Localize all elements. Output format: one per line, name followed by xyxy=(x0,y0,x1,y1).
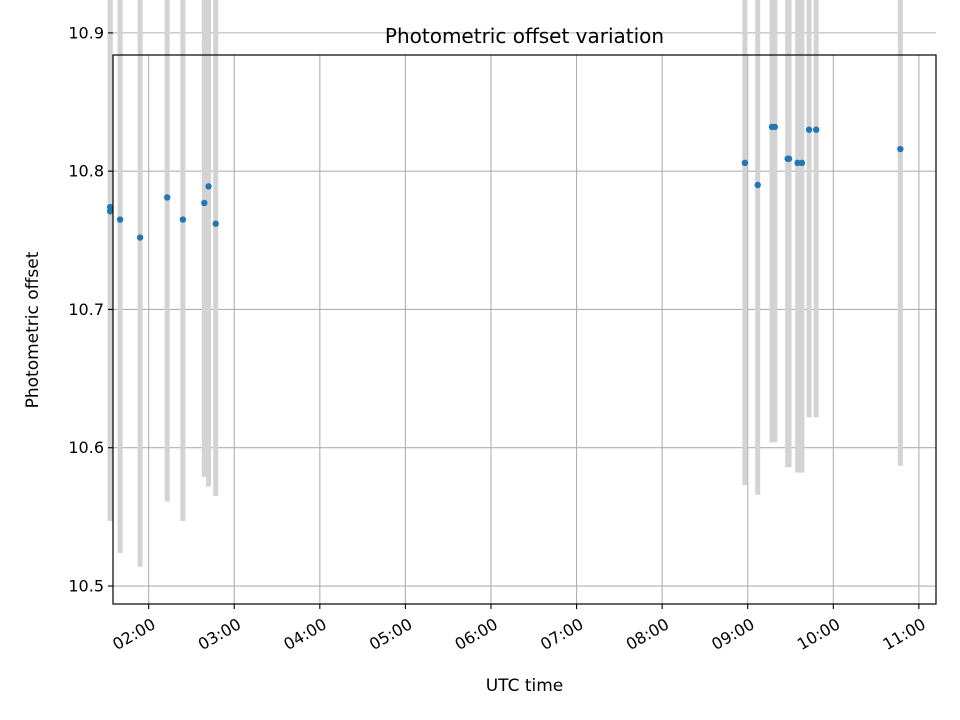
data-point xyxy=(741,159,749,167)
y-tick-label: 10.9 xyxy=(68,23,104,42)
data-point xyxy=(212,220,219,227)
data-points xyxy=(106,123,904,241)
data-point xyxy=(812,126,820,133)
data-point xyxy=(106,208,114,215)
data-point xyxy=(897,145,904,153)
y-axis-ticks: 10.510.610.710.810.911.0 xyxy=(68,23,113,596)
data-point xyxy=(116,216,124,223)
data-point xyxy=(136,234,144,241)
data-point xyxy=(201,199,208,207)
data-point xyxy=(754,181,761,189)
data-point xyxy=(785,155,793,162)
data-point xyxy=(164,194,171,201)
chart-title: Photometric offset variation xyxy=(385,24,664,48)
data-point xyxy=(771,123,779,131)
data-point xyxy=(798,159,806,167)
grid xyxy=(113,32,936,604)
x-axis-label: UTC time xyxy=(486,676,564,696)
y-tick-label: 10.8 xyxy=(68,162,104,181)
data-point xyxy=(805,126,813,133)
y-tick-label: 10.5 xyxy=(68,577,104,596)
plot-frame xyxy=(112,54,937,605)
data-point xyxy=(179,216,187,223)
y-tick-label: 10.7 xyxy=(68,300,104,319)
y-axis-label: Photometric offset xyxy=(23,251,43,408)
y-tick-label: 10.6 xyxy=(68,438,104,457)
data-point xyxy=(205,183,212,190)
